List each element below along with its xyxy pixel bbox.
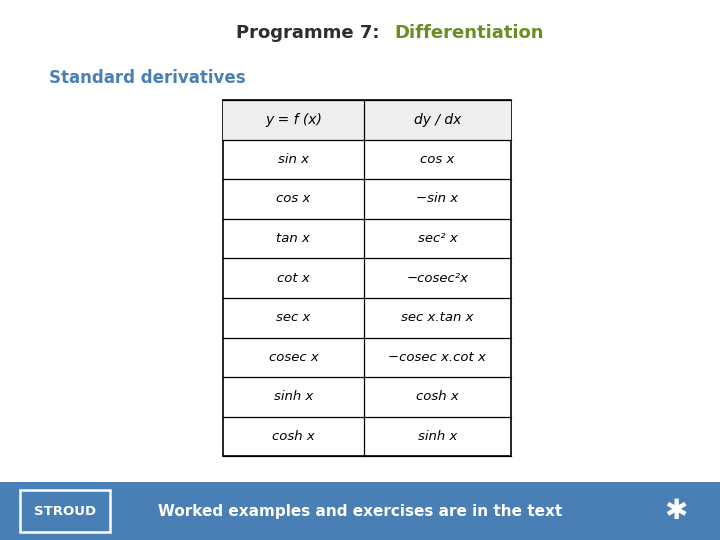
Bar [0,482,720,540]
Text: cosec x: cosec x [269,351,318,364]
Text: Worked examples and exercises are in the text: Worked examples and exercises are in the… [158,504,562,519]
Text: Programme 7:: Programme 7: [236,24,392,42]
Text: ✱: ✱ [664,497,687,525]
Text: y = f (x): y = f (x) [265,113,322,127]
Text: −cosec²x: −cosec²x [406,272,469,285]
Text: cot x: cot x [277,272,310,285]
Text: sinh x: sinh x [418,430,457,443]
Bar [20,490,110,532]
Bar [223,100,511,456]
Text: −sin x: −sin x [416,192,459,205]
Text: STROUD: STROUD [35,505,96,518]
Text: Differentiation: Differentiation [395,24,544,42]
Text: cosh x: cosh x [416,390,459,403]
Text: cos x: cos x [420,153,454,166]
Text: sec² x: sec² x [418,232,457,245]
Text: −cosec x.cot x: −cosec x.cot x [389,351,486,364]
Text: sec x.tan x: sec x.tan x [401,311,474,324]
Text: cos x: cos x [276,192,310,205]
Text: sinh x: sinh x [274,390,313,403]
Text: dy / dx: dy / dx [414,113,461,127]
Bar [223,100,511,139]
Text: cosh x: cosh x [272,430,315,443]
Text: tan x: tan x [276,232,310,245]
Text: sin x: sin x [278,153,309,166]
Text: Standard derivatives: Standard derivatives [49,69,246,87]
Text: sec x: sec x [276,311,310,324]
